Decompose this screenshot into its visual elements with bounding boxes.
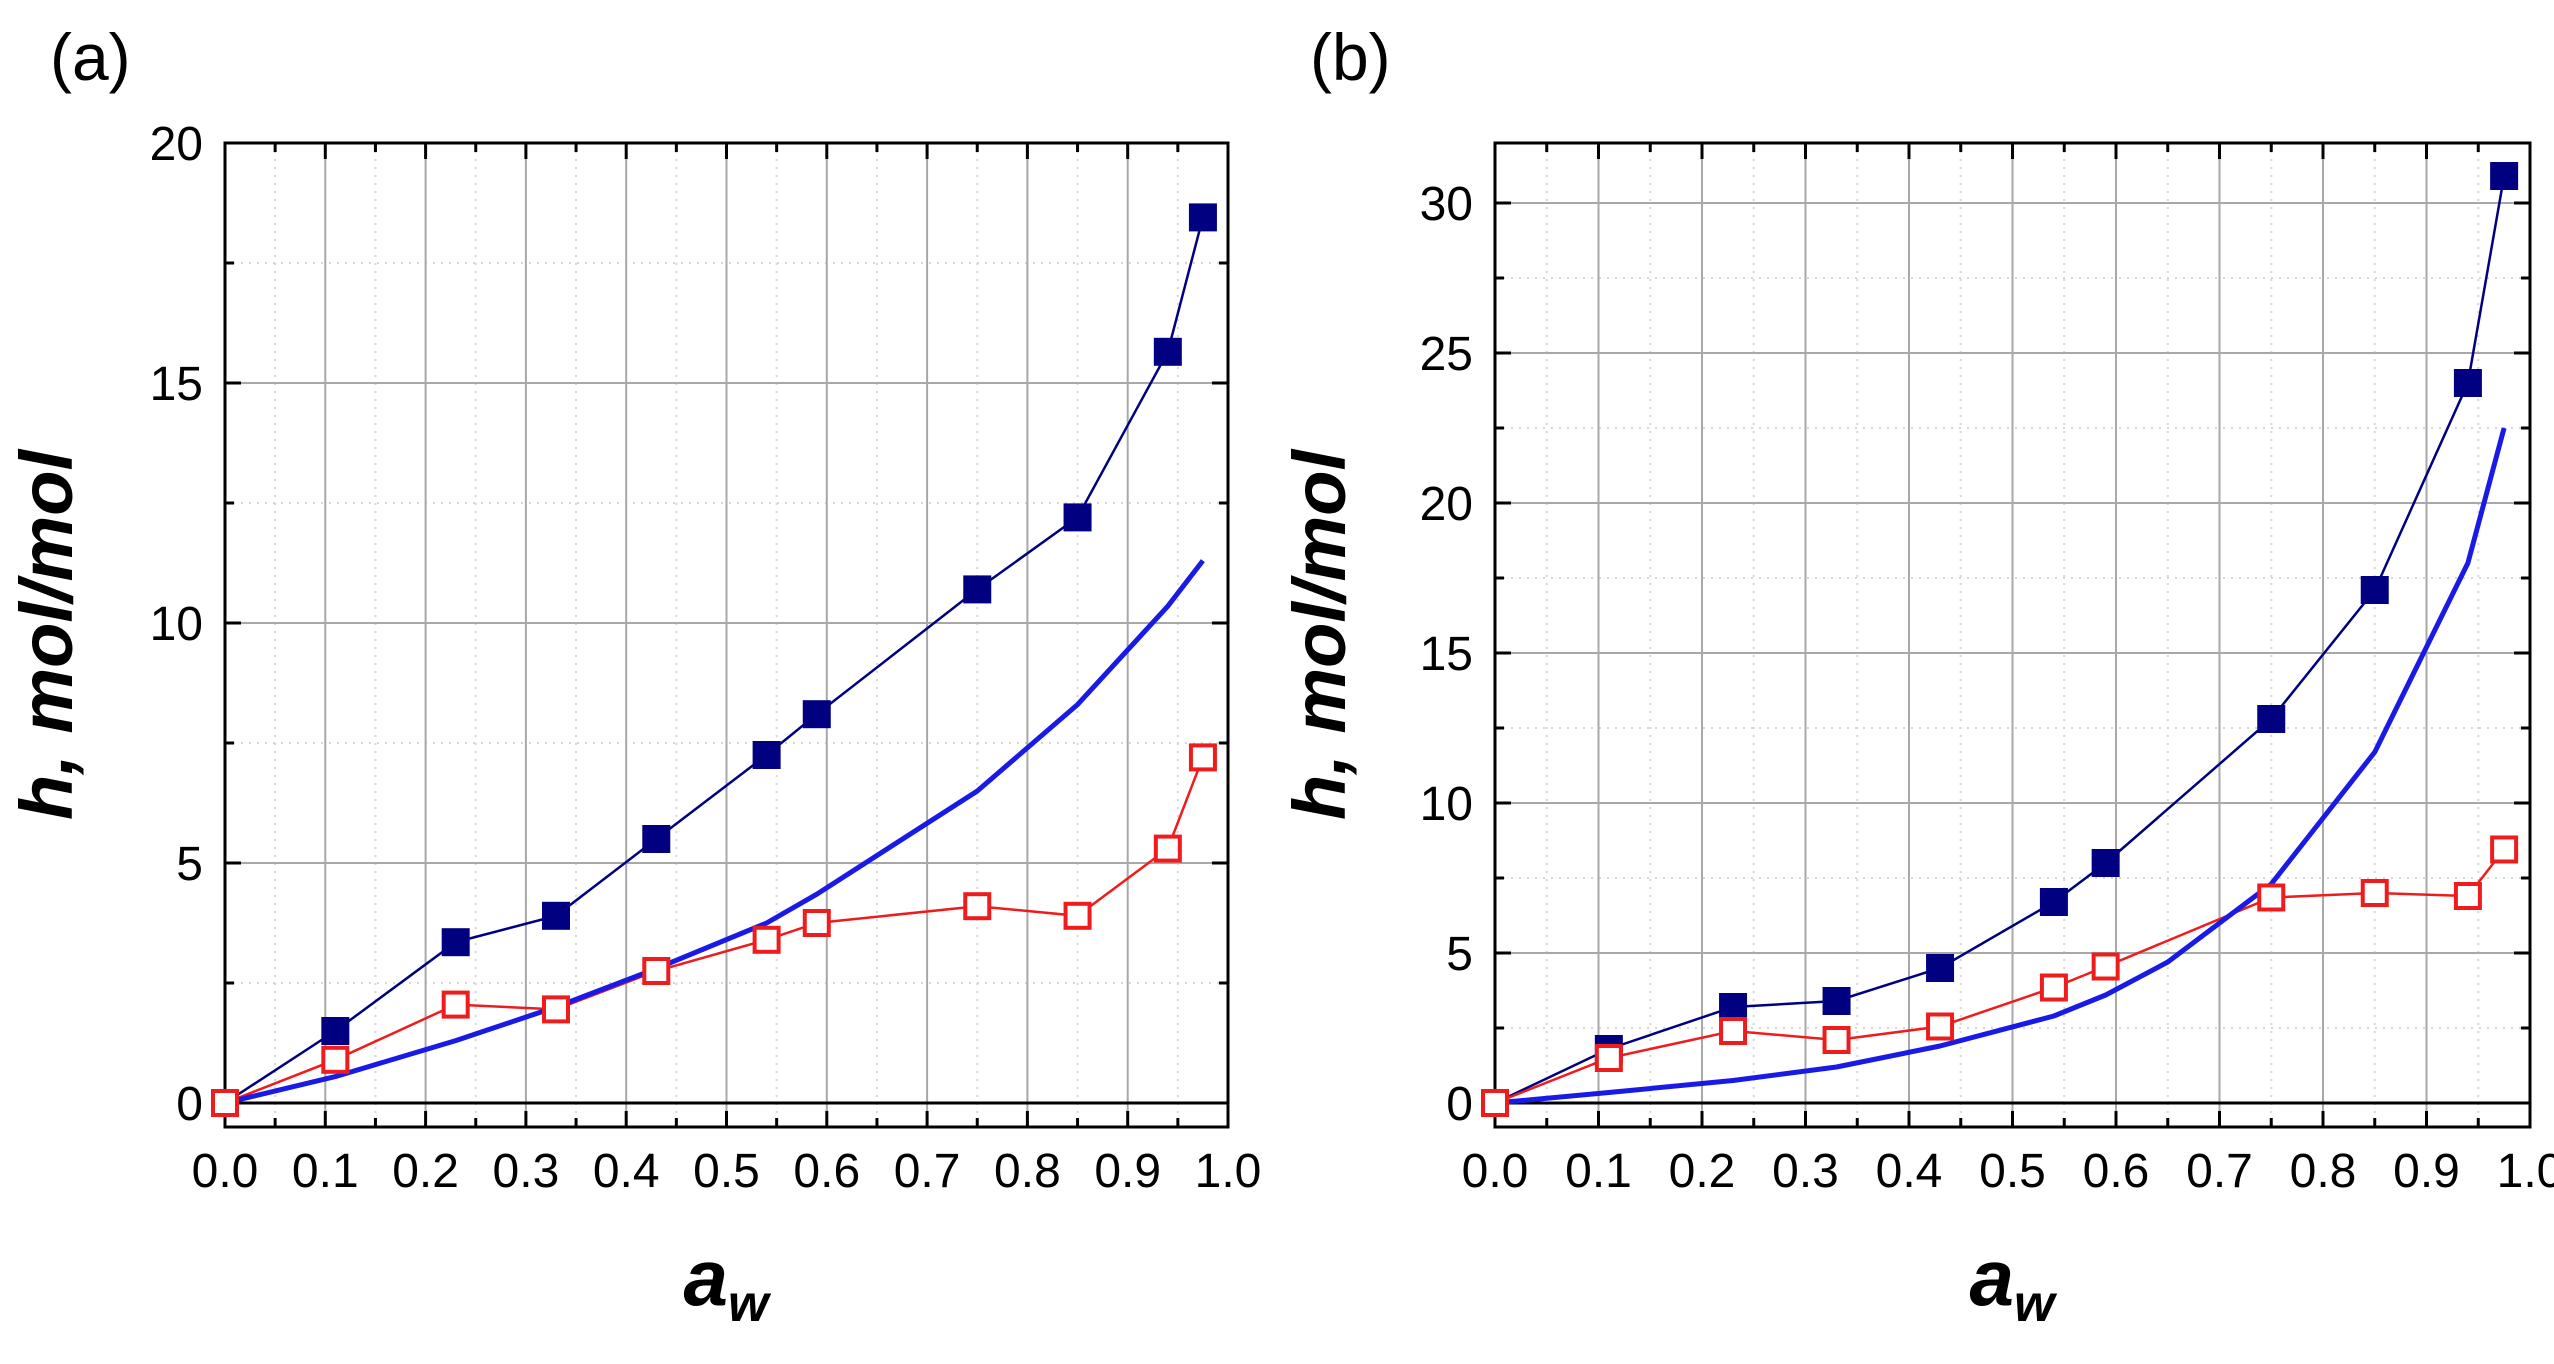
- x-axis-label-subscript: w: [728, 1275, 772, 1333]
- open-square-marker: [2257, 883, 2286, 912]
- filled-square-marker: [441, 928, 470, 957]
- open-square-marker: [211, 1089, 239, 1117]
- x-tick-label: 0.6: [793, 1145, 860, 1198]
- x-tick-label: 0.6: [2083, 1145, 2150, 1198]
- filled-square-marker: [642, 825, 671, 853]
- open-square-marker: [642, 957, 671, 985]
- open-square-marker: [1153, 834, 1182, 863]
- filled-square-marker: [1063, 503, 1092, 532]
- x-tick-label: 0.0: [1462, 1145, 1529, 1198]
- open-square-marker: [1926, 1012, 1955, 1041]
- filled-square-marker: [2091, 849, 2120, 877]
- open-square-marker: [2453, 882, 2482, 910]
- filled-square-marker: [1719, 993, 1748, 1021]
- open-square-marker: [1719, 1017, 1748, 1045]
- filled-square-marker: [1153, 337, 1182, 366]
- open-square-marker: [321, 1045, 350, 1074]
- x-tick-label: 0.9: [1094, 1145, 1161, 1198]
- y-tick-label: 30: [1420, 178, 1473, 231]
- open-square-marker: [1063, 901, 1092, 930]
- x-axis-label-main: a: [684, 1233, 729, 1322]
- open-square-marker: [752, 925, 781, 954]
- filled-square-marker: [752, 741, 781, 769]
- y-tick-label: 5: [176, 838, 203, 891]
- y-tick-label: 15: [1420, 628, 1473, 681]
- x-tick-label: 0.4: [1876, 1145, 1943, 1198]
- x-tick-label: 0.1: [292, 1145, 359, 1198]
- x-tick-label: 0.7: [2186, 1145, 2253, 1198]
- x-axis-label: aw: [684, 1233, 773, 1333]
- filled-square-series-line: [1494, 175, 2506, 1105]
- x-tick-label: 0.7: [894, 1145, 961, 1198]
- filled-square-marker: [2039, 888, 2068, 916]
- y-tick-label: 10: [150, 598, 203, 651]
- filled-square-marker: [1822, 987, 1851, 1015]
- y-tick-label: 25: [1420, 328, 1473, 381]
- x-tick-label: 1.0: [2497, 1145, 2554, 1198]
- open-square-marker: [541, 995, 570, 1024]
- filled-square-marker: [963, 575, 992, 604]
- open-square-marker: [2039, 973, 2068, 1002]
- x-axis-label-main: a: [1970, 1233, 2015, 1322]
- x-tick-label: 0.3: [1772, 1145, 1839, 1198]
- open-square-marker: [802, 909, 831, 937]
- y-tick-label: 10: [1420, 778, 1473, 831]
- x-tick-label: 0.8: [994, 1145, 1061, 1198]
- y-tick-label: 5: [1446, 928, 1473, 981]
- open-square-series-line: [1494, 848, 2506, 1105]
- x-tick-label: 0.9: [2393, 1145, 2460, 1198]
- open-square-marker: [1822, 1026, 1851, 1054]
- x-tick-label: 0.2: [1669, 1145, 1736, 1198]
- panel-label: (b): [1310, 20, 1391, 94]
- filled-square-marker: [1926, 954, 1955, 982]
- open-square-marker: [2360, 879, 2389, 907]
- open-square-marker: [1481, 1089, 1509, 1117]
- y-tick-label: 15: [150, 358, 203, 411]
- y-axis-label: h, mol/mol: [5, 449, 88, 820]
- open-square-marker: [2091, 952, 2120, 981]
- filled-square-marker: [2360, 576, 2389, 604]
- filled-square-marker: [2257, 705, 2286, 733]
- panel-b: 0.0 0.1 0.2 0.3 0.4 0.5 0.6 0.7 0.8 0.9 1.0 0 5 10 15 2…: [1278, 20, 2554, 1333]
- x-tick-label: 0.4: [593, 1145, 660, 1198]
- x-tick-label: 0.2: [392, 1145, 459, 1198]
- x-tick-label: 0.5: [1979, 1145, 2046, 1198]
- open-square-marker: [1594, 1044, 1623, 1072]
- filled-square-marker: [321, 1017, 350, 1045]
- filled-square-marker: [541, 901, 570, 930]
- panel-a: 0.0 0.1 0.2 0.3 0.4 0.5 0.6 0.7 0.8 0.9 1.0 0 5 10 15 2…: [5, 20, 1261, 1333]
- series-curve-line: [1494, 427, 2507, 1106]
- x-axis-label: aw: [1970, 1233, 2059, 1333]
- y-axis-label: h, mol/mol: [1278, 449, 1361, 820]
- y-tick-label: 20: [1420, 478, 1473, 531]
- x-tick-label: 0.8: [2290, 1145, 2357, 1198]
- panel-label: (a): [50, 20, 131, 94]
- x-tick-label: 0.5: [693, 1145, 760, 1198]
- x-tick-label: 0.3: [493, 1145, 560, 1198]
- series-curve-line: [224, 559, 1205, 1106]
- y-tick-label: 20: [150, 118, 203, 171]
- open-square-marker: [2490, 835, 2519, 864]
- x-tick-label: 1.0: [1195, 1145, 1262, 1198]
- open-square-marker: [1188, 743, 1217, 772]
- open-square-marker: [441, 990, 470, 1019]
- filled-square-marker: [2453, 369, 2482, 397]
- filled-square-marker: [802, 700, 831, 729]
- open-square-marker: [963, 892, 992, 921]
- x-tick-label: 0.0: [192, 1145, 259, 1198]
- filled-square-marker: [2490, 162, 2519, 190]
- open-square-series-line: [224, 756, 1205, 1105]
- filled-square-marker: [1188, 203, 1217, 232]
- y-tick-label: 0: [176, 1078, 203, 1131]
- filled-square-series-line: [224, 217, 1205, 1105]
- x-axis-label-subscript: w: [2014, 1275, 2058, 1333]
- y-tick-label: 0: [1446, 1078, 1473, 1131]
- x-tick-label: 0.1: [1565, 1145, 1632, 1198]
